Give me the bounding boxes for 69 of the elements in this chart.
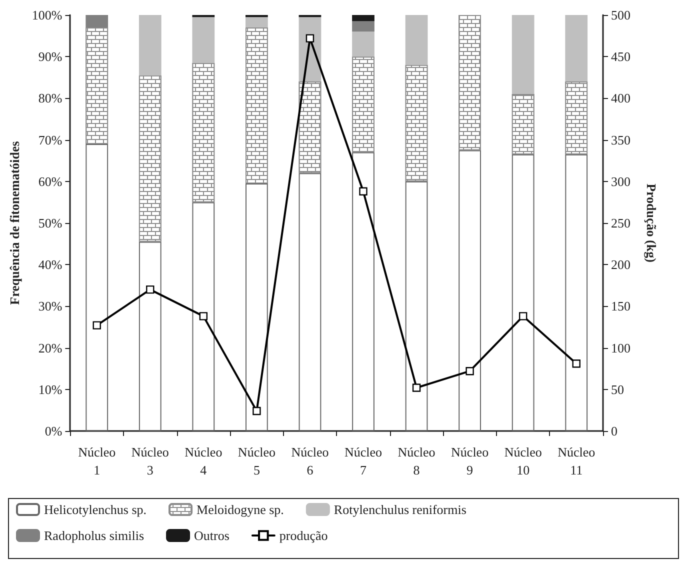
bar — [86, 144, 108, 431]
y2-tick-label: 450 — [611, 49, 630, 64]
legend-label: Rotylenchulus reniformis — [334, 502, 466, 517]
legend-label: Outros — [194, 528, 230, 543]
x-tick-label: Núcleo 8 — [398, 444, 436, 478]
y2-tick-label: 250 — [611, 216, 630, 230]
bar — [512, 154, 534, 431]
point — [466, 366, 474, 376]
y2-tick-label: 500 — [611, 8, 630, 22]
y2-tick-label: 400 — [611, 90, 630, 106]
y-axis-title: Frequência de fitonematóides — [7, 141, 22, 305]
bar — [352, 152, 374, 431]
bar — [298, 173, 322, 431]
y2-tick-label: 100 — [611, 340, 630, 356]
point — [92, 321, 101, 330]
x-tick-label: Núcleo 11 — [558, 444, 596, 478]
point — [252, 406, 261, 416]
y2-tick-label: 50 — [611, 382, 624, 397]
bar — [352, 32, 374, 57]
y-tick-label: 10% — [38, 382, 62, 397]
point — [572, 360, 580, 368]
bar — [352, 15, 374, 22]
legend-label: Meloidogyne sp. — [196, 502, 284, 517]
y-tick-label: 70% — [38, 132, 62, 148]
point — [412, 384, 421, 392]
y-tick-label: 100% — [32, 8, 62, 22]
bar — [565, 15, 588, 82]
y-tick-label: 0% — [44, 424, 62, 438]
point — [199, 312, 208, 320]
bar — [192, 17, 215, 63]
bar — [138, 15, 162, 76]
bar — [352, 21, 374, 32]
y2-tick-label: 350 — [611, 132, 630, 148]
bar — [405, 181, 428, 431]
bar — [405, 15, 428, 65]
y2-tick-label: 300 — [611, 174, 630, 189]
y-tick-label: 40% — [38, 257, 62, 272]
legend-label: Radopholus similis — [44, 528, 144, 543]
x-tick-label: Núcleo 3 — [131, 444, 169, 478]
point — [359, 187, 368, 196]
legend-label: Helicotylenchus sp. — [44, 502, 147, 517]
x-tick-label: Núcleo 6 — [291, 444, 329, 478]
y-tick-label: 50% — [38, 216, 62, 230]
y2-tick-label: 200 — [611, 257, 630, 272]
y2-axis-title: Produção (kg) — [644, 184, 659, 262]
x-tick-label: Núcleo 9 — [451, 444, 489, 478]
y2-tick-label: 150 — [611, 298, 630, 314]
bar — [138, 242, 162, 431]
x-tick-label: Núcleo 5 — [238, 444, 276, 478]
x-tick-label: Núcleo 1 — [78, 444, 116, 478]
point — [518, 312, 528, 320]
y2-tick-label: 0 — [611, 424, 618, 438]
bar — [246, 17, 268, 28]
y-tick-label: 90% — [38, 49, 62, 64]
x-tick-label: Núcleo 7 — [344, 444, 382, 478]
bar — [458, 150, 481, 431]
y-tick-label: 30% — [38, 298, 62, 314]
bar — [565, 154, 588, 431]
point — [146, 285, 154, 294]
bar — [512, 15, 534, 94]
bar — [246, 183, 268, 431]
y-tick-label: 20% — [38, 340, 62, 356]
point — [306, 34, 314, 42]
bar — [192, 202, 215, 431]
x-tick-label: Núcleo 10 — [504, 444, 542, 478]
y-tick-label: 60% — [38, 174, 62, 189]
y-tick-label: 80% — [38, 90, 62, 106]
legend-label: produção — [279, 528, 328, 543]
x-tick-label: Núcleo 4 — [184, 444, 222, 478]
